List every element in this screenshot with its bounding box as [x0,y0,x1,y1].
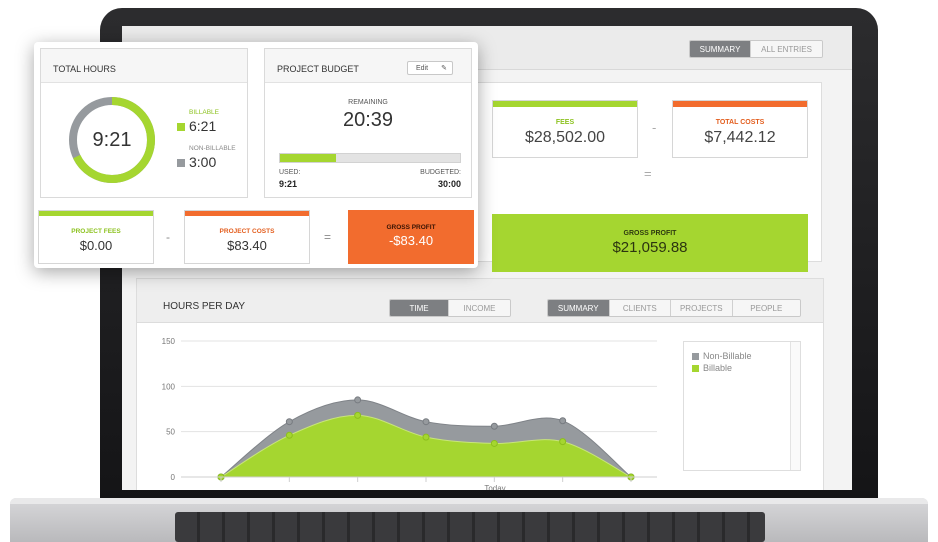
project-fees-strip [39,211,153,216]
total-hours-card: TOTAL HOURS 9:21 BILLABLE 6:21 NON-BILLA… [40,48,248,198]
billable-stat-label: BILLABLE [189,109,219,116]
fees-label: FEES [555,119,575,126]
equals-operator: = [644,166,652,181]
non-billable-swatch [692,352,699,360]
keyboard [175,512,765,542]
project-costs-card: PROJECT COSTS $83.40 [184,210,310,264]
total-costs-card: TOTAL COSTS $7,442.12 [672,100,808,158]
costs-strip [673,101,807,107]
data-point-non-billable [559,417,567,425]
data-point-non-billable [490,422,498,430]
donut-billable-arc [69,97,155,183]
project-fees-label: PROJECT FEES [71,228,121,235]
data-point-billable [559,438,567,446]
billable-stat-swatch [177,123,185,131]
data-point-non-billable [354,396,362,404]
budgeted-label: BUDGETED: [420,169,461,176]
budget-progress-bar [279,153,461,163]
fees-strip [493,101,637,107]
non-billable-stat-swatch [177,159,185,167]
total-costs-label: TOTAL COSTS [715,119,765,126]
legend-scrollbar[interactable] [790,342,800,470]
view-toggle: SUMMARY ALL ENTRIES [689,40,823,58]
gross-profit-card: GROSS PROFIT $21,059.88 [492,214,808,272]
data-point-billable [354,411,362,419]
hours-donut-graphic [69,97,155,183]
total-costs-value: $7,442.12 [704,129,776,146]
total-hours-title: TOTAL HOURS [41,49,247,83]
project-costs-label: PROJECT COSTS [219,228,275,235]
budget-progress-fill [280,154,337,162]
fees-value: $28,502.00 [524,129,606,146]
tab-time[interactable]: TIME [390,300,450,316]
y-tick-label: 0 [171,473,176,482]
x-axis-label: Today [484,484,505,490]
billable-stat-value: 6:21 [189,118,217,134]
project-gross-profit-value: -$83.40 [388,233,434,248]
widget-equals-operator: = [324,230,332,244]
laptop-base-lip [10,498,928,504]
data-point-billable [422,433,430,441]
project-widget: TOTAL HOURS 9:21 BILLABLE 6:21 NON-BILLA… [34,42,478,268]
remaining-value: 20:39 [342,109,394,131]
minus-operator: - [652,120,657,135]
remaining-label: REMAINING [348,99,388,106]
project-fees-value: $0.00 [79,238,113,253]
data-point-non-billable [285,418,293,426]
data-point-non-billable [422,418,430,426]
edit-budget-button[interactable]: Edit ✎ [407,61,453,75]
gross-profit-value: $21,059.88 [612,239,688,256]
tab-people[interactable]: PEOPLE [732,300,800,316]
tab-summary[interactable]: SUMMARY [690,41,752,57]
fees-card: FEES $28,502.00 [492,100,638,158]
mode-toggle: TIME INCOME [389,299,511,317]
gross-profit-label: GROSS PROFIT [623,230,677,237]
legend-label-non-billable: Non-Billable [703,351,752,361]
data-point-billable [490,439,498,447]
legend-item-billable[interactable]: Billable [692,362,800,374]
total-hours-value: 9:21 [92,128,132,151]
used-label: USED: [279,169,301,176]
breakdown-toggle: SUMMARY CLIENTS PROJECTS PEOPLE [547,299,801,317]
project-fees-card: PROJECT FEES $0.00 [38,210,154,264]
non-billable-stat-value: 3:00 [189,154,217,170]
widget-minus-operator: - [166,230,170,244]
pencil-icon: ✎ [441,65,447,72]
project-costs-strip [185,211,309,216]
legend-item-non-billable[interactable]: Non-Billable [692,350,800,362]
tab-breakdown-summary[interactable]: SUMMARY [548,300,610,316]
tab-projects[interactable]: PROJECTS [671,300,733,316]
y-tick-label: 100 [162,382,176,391]
hours-per-day-header: HOURS PER DAY TIME INCOME SUMMARY CLIENT… [137,279,823,323]
hours-per-day-panel: HOURS PER DAY TIME INCOME SUMMARY CLIENT… [136,278,824,490]
non-billable-stat-label: NON-BILLABLE [189,145,236,152]
y-tick-label: 150 [162,337,176,346]
budgeted-value: 30:00 [437,179,461,189]
tab-clients[interactable]: CLIENTS [609,300,672,316]
edit-button-label: Edit [416,64,429,72]
chart-legend: Non-Billable Billable [683,341,801,471]
tab-income[interactable]: INCOME [449,300,510,316]
legend-label-billable: Billable [703,363,733,373]
project-gross-profit-label: GROSS PROFIT [386,224,436,231]
project-gross-profit-card: GROSS PROFIT -$83.40 [348,210,474,264]
hours-per-day-chart: 0 50 100 150 Today [162,337,657,490]
y-tick-label: 50 [166,428,175,437]
tab-all-entries[interactable]: ALL ENTRIES [751,41,822,57]
project-costs-value: $83.40 [227,238,267,253]
hours-donut: 9:21 [67,95,157,185]
billable-swatch [692,364,699,372]
hours-per-day-title: HOURS PER DAY [163,301,246,312]
project-budget-card: PROJECT BUDGET Edit ✎ REMAINING 20:39 US… [264,48,472,198]
data-point-billable [285,431,293,439]
used-value: 9:21 [279,179,298,189]
